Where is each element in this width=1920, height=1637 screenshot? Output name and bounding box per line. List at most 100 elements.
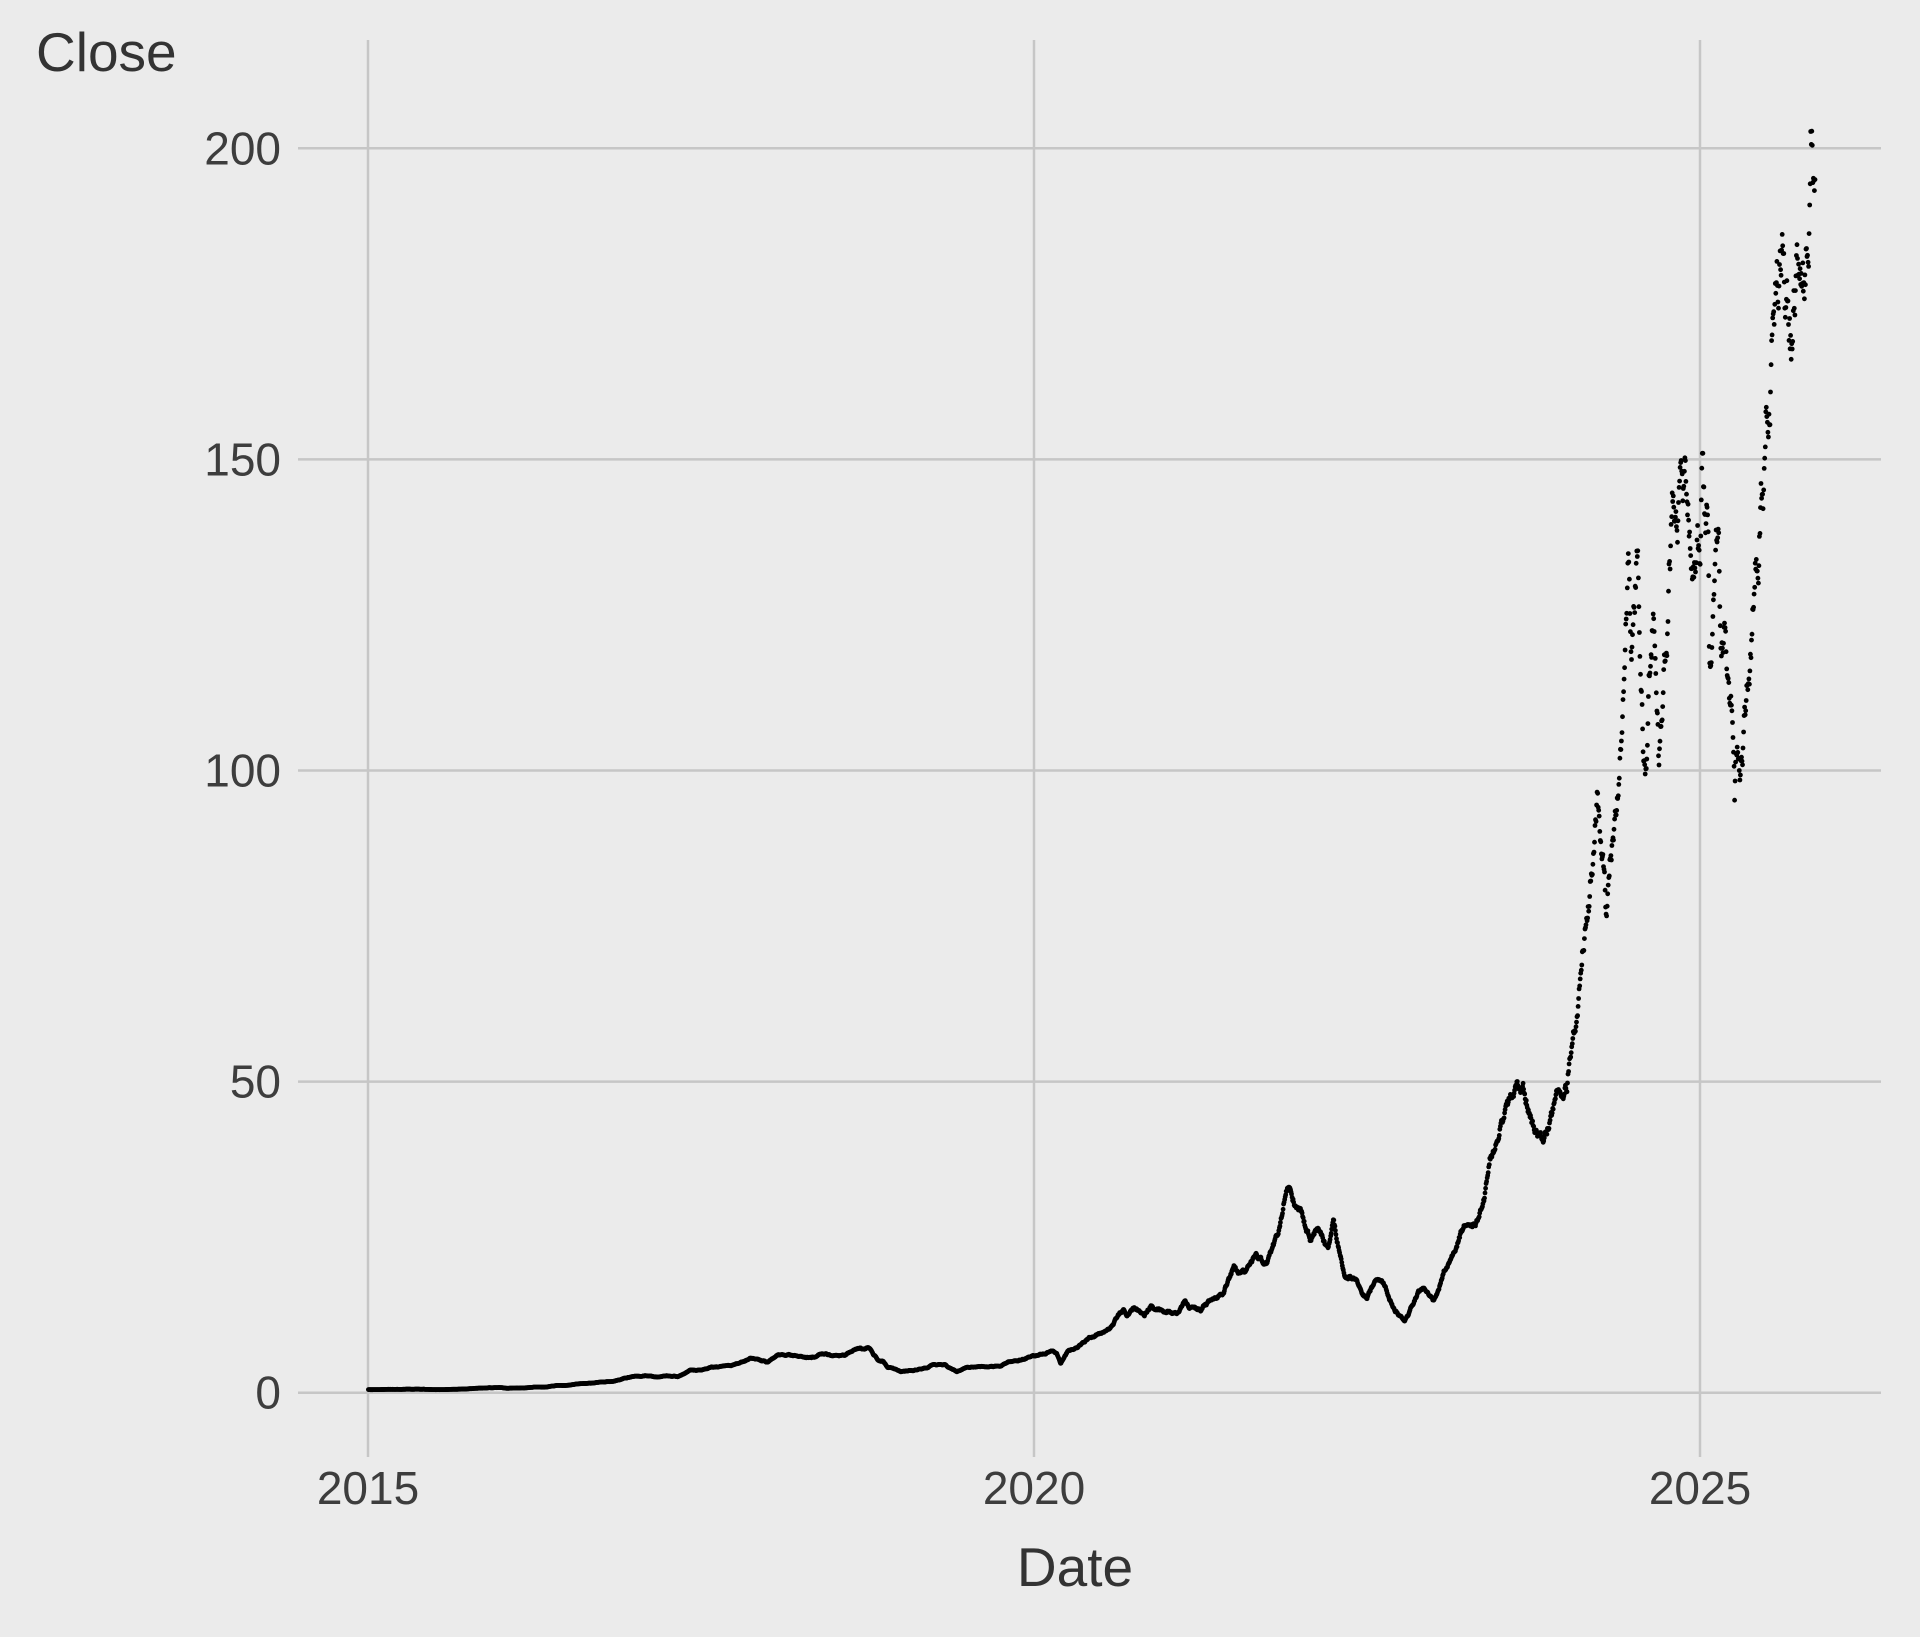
data-point xyxy=(1662,658,1668,664)
y-tick-label: 200 xyxy=(204,122,281,174)
data-point xyxy=(1686,533,1692,539)
data-point xyxy=(1661,667,1667,672)
data-point xyxy=(1732,797,1737,803)
data-point xyxy=(1699,465,1705,471)
data-point xyxy=(1712,561,1718,567)
data-point xyxy=(1729,702,1734,708)
data-point xyxy=(1573,1028,1578,1034)
data-point xyxy=(1621,689,1626,695)
data-point xyxy=(1805,252,1810,258)
data-point xyxy=(1755,575,1761,581)
data-point xyxy=(1788,356,1794,362)
data-point xyxy=(1742,704,1747,710)
data-point xyxy=(1660,704,1666,709)
data-point xyxy=(1809,128,1815,134)
data-point xyxy=(1637,630,1642,635)
data-point xyxy=(1696,543,1701,548)
data-point xyxy=(1630,632,1635,638)
data-point xyxy=(1675,539,1680,545)
data-point xyxy=(1721,640,1726,646)
data-point xyxy=(1575,1004,1581,1009)
data-point xyxy=(1642,771,1648,777)
data-point xyxy=(1725,676,1731,681)
data-point xyxy=(1760,491,1765,497)
data-point xyxy=(1598,839,1604,845)
data-point xyxy=(1688,553,1694,558)
data-point xyxy=(1657,738,1663,744)
data-point xyxy=(1678,458,1684,463)
data-point xyxy=(1564,1089,1570,1095)
y-axis-tick-labels: 0 50 100 150 200 xyxy=(204,122,281,1418)
data-point xyxy=(1627,611,1633,616)
data-point xyxy=(1687,546,1693,551)
data-point xyxy=(1754,568,1760,574)
data-point xyxy=(1608,853,1614,858)
data-point xyxy=(1722,620,1727,626)
data-point xyxy=(1807,202,1813,208)
data-point xyxy=(1619,730,1625,735)
data-point xyxy=(1623,621,1629,627)
data-point xyxy=(1685,512,1690,518)
data-point xyxy=(1583,922,1589,928)
data-point xyxy=(1683,458,1688,463)
data-point xyxy=(1665,631,1670,637)
data-point xyxy=(1762,444,1768,450)
data-point xyxy=(1777,262,1782,267)
data-point xyxy=(1501,1115,1507,1121)
data-point xyxy=(1626,559,1632,565)
data-point xyxy=(1743,698,1749,703)
data-point xyxy=(1547,1117,1553,1123)
data-point xyxy=(1605,891,1611,897)
data-point xyxy=(1569,1041,1575,1047)
data-point xyxy=(1592,839,1597,845)
data-points xyxy=(366,128,1818,1393)
x-tick-label: 2015 xyxy=(317,1462,419,1514)
data-point xyxy=(1742,712,1748,718)
data-point xyxy=(1674,524,1679,529)
data-point xyxy=(1483,1185,1488,1191)
data-point xyxy=(1759,495,1764,501)
data-point xyxy=(1597,829,1603,834)
data-point xyxy=(1806,264,1811,269)
data-point xyxy=(1570,1036,1576,1041)
data-point xyxy=(1484,1179,1489,1184)
data-point xyxy=(1619,738,1624,744)
data-point xyxy=(1805,259,1811,265)
data-point xyxy=(1639,702,1645,707)
data-point xyxy=(1715,535,1721,541)
data-point xyxy=(1704,504,1710,510)
data-point xyxy=(1756,563,1762,569)
data-point xyxy=(1664,653,1670,659)
data-point xyxy=(1606,873,1612,879)
data-point xyxy=(1717,604,1723,609)
data-point xyxy=(1590,872,1595,877)
data-point xyxy=(1802,296,1807,302)
data-point xyxy=(1771,322,1777,327)
data-point xyxy=(1740,762,1745,768)
data-point xyxy=(1782,314,1788,320)
data-point xyxy=(1482,1195,1487,1201)
data-point xyxy=(1692,565,1698,571)
data-point xyxy=(1734,744,1740,750)
data-point xyxy=(1698,497,1704,503)
data-point xyxy=(1586,904,1592,909)
data-point xyxy=(1592,823,1598,828)
data-point xyxy=(1605,882,1611,888)
data-point xyxy=(1553,1096,1558,1102)
data-point xyxy=(1667,566,1673,572)
data-point xyxy=(1705,529,1711,535)
y-tick-label: 50 xyxy=(230,1056,281,1108)
data-point xyxy=(1332,1223,1338,1229)
data-point xyxy=(1647,670,1653,676)
data-point xyxy=(1600,852,1606,857)
data-point xyxy=(1577,983,1583,989)
data-point xyxy=(1575,1013,1580,1018)
data-point xyxy=(1791,305,1797,311)
data-point xyxy=(1530,1118,1535,1124)
data-point xyxy=(1522,1091,1528,1097)
data-point xyxy=(1639,689,1644,694)
data-point xyxy=(1736,768,1742,773)
data-point xyxy=(1648,663,1653,669)
data-point xyxy=(1698,533,1704,539)
data-point xyxy=(1695,523,1700,528)
